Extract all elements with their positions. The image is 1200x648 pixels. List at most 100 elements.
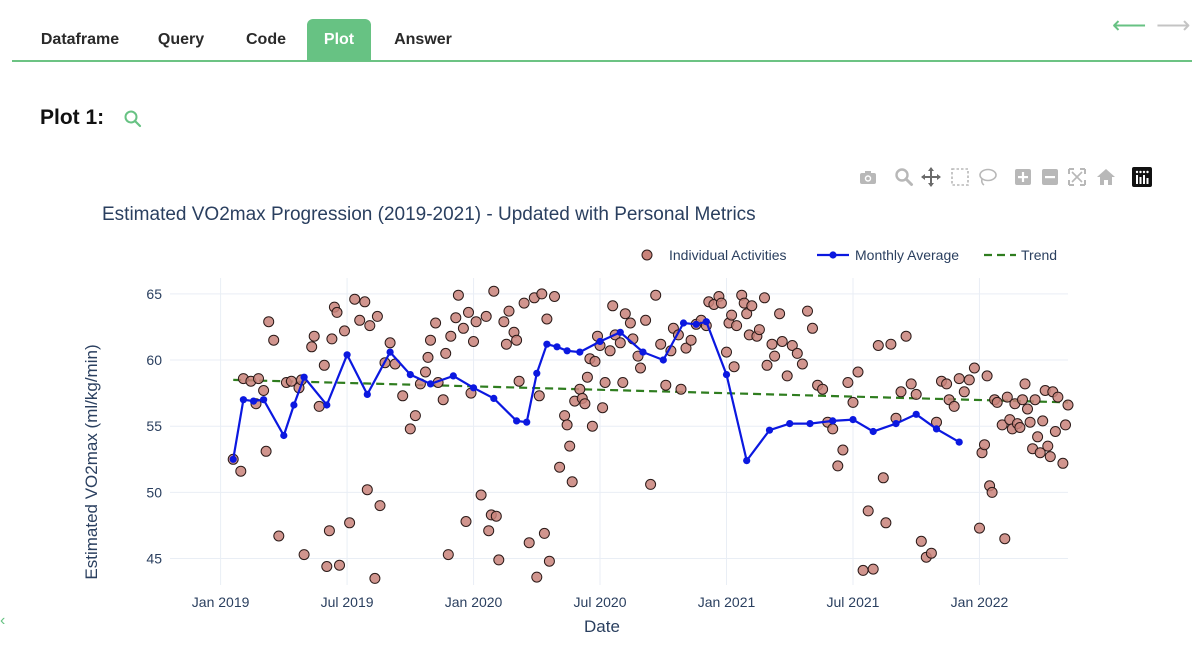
activity-point (574, 383, 586, 395)
activity-point (463, 306, 474, 318)
activity-point (915, 535, 927, 547)
activity-point (852, 366, 864, 378)
activity-point (457, 322, 469, 334)
activity-point (549, 291, 560, 302)
activity-point (442, 549, 454, 561)
tab-code[interactable]: Code (246, 31, 286, 48)
activity-point (500, 338, 512, 350)
forward-arrow-icon[interactable]: ⟶ (1156, 12, 1191, 39)
x-tick-label: Jan 2021 (698, 594, 756, 610)
activity-point (361, 484, 373, 496)
activity-point (862, 505, 874, 517)
activity-point (359, 296, 371, 308)
activity-point (817, 383, 829, 395)
activity-point (306, 341, 318, 353)
activity-point (564, 440, 576, 452)
activity-point (999, 533, 1011, 545)
search-icon[interactable] (122, 108, 144, 130)
activity-point (1062, 399, 1074, 411)
autoscale-icon[interactable] (1066, 166, 1088, 188)
x-tick-label: Jul 2019 (321, 594, 374, 610)
monthly-average-point (229, 455, 237, 463)
activity-point (877, 472, 889, 484)
activity-point (885, 338, 897, 350)
activity-point (298, 549, 310, 561)
camera-icon[interactable] (857, 166, 879, 188)
activity-point (761, 359, 773, 371)
monthly-average-point (892, 420, 900, 428)
plotly-logo-icon[interactable] (1131, 166, 1153, 188)
monthly-average-series[interactable] (229, 318, 963, 465)
activity-point (880, 517, 892, 529)
monthly-average-point (912, 410, 920, 418)
activity-point (726, 309, 738, 321)
activity-point (776, 336, 788, 347)
pan-icon[interactable] (920, 166, 942, 188)
monthly-average-point (426, 380, 435, 388)
activity-point (475, 489, 487, 501)
lasso-icon[interactable] (976, 166, 998, 188)
zoom-out-icon[interactable] (1039, 166, 1061, 188)
back-arrow-icon[interactable]: ⟵ (1112, 12, 1147, 39)
activity-point (235, 465, 247, 477)
activity-point (872, 340, 884, 351)
activity-point (731, 320, 743, 332)
activity-point (619, 308, 631, 320)
tab-query[interactable]: Query (157, 31, 205, 48)
activity-point (786, 340, 798, 351)
activity-point (498, 316, 510, 328)
activity-point (624, 317, 636, 329)
zoom-in-icon[interactable] (1012, 166, 1034, 188)
tab-plot[interactable]: Plot (307, 19, 371, 61)
zoom-icon[interactable] (893, 166, 915, 188)
activity-point (493, 554, 505, 566)
vo2max-chart: Estimated VO2max Progression (2019-2021)… (82, 204, 1074, 636)
activity-point (617, 377, 629, 388)
activity-point (847, 396, 859, 408)
reset-home-icon[interactable] (1095, 166, 1117, 188)
activity-point (753, 324, 765, 336)
x-tick-label: Jan 2019 (192, 594, 250, 610)
activity-point (354, 314, 366, 326)
monthly-average-point (679, 319, 688, 327)
activity-point (1001, 391, 1013, 403)
activity-point (559, 410, 571, 422)
box-select-icon[interactable] (949, 166, 971, 188)
activity-point (715, 297, 727, 309)
activity-point (1024, 416, 1036, 428)
activity-point (791, 347, 803, 359)
activity-point (253, 373, 264, 385)
activity-point (268, 334, 280, 346)
activity-point (837, 444, 849, 456)
activity-point (910, 388, 922, 400)
trend-line (233, 378, 1069, 404)
monthly-average-point (513, 417, 521, 425)
y-axis-label: Estimated VO2max (ml/kg/min) (82, 344, 101, 579)
activity-point (857, 564, 869, 576)
activity-point (1037, 415, 1049, 427)
monthly-average-point (743, 457, 751, 465)
activity-point (452, 289, 464, 301)
tab-answer[interactable]: Answer (394, 31, 452, 48)
legend-label-activities: Individual Activities (669, 247, 787, 263)
monthly-average-point (323, 401, 331, 409)
monthly-average-point (806, 420, 814, 428)
activity-point (384, 337, 396, 349)
activity-point (321, 561, 333, 572)
activity-point (369, 572, 381, 584)
activity-point (640, 314, 652, 326)
activity-point (895, 386, 907, 398)
monthly-average-point (490, 394, 498, 402)
activity-point (1049, 426, 1061, 437)
monthly-average-line (232, 320, 960, 464)
activity-point (533, 390, 545, 402)
activity-point (450, 312, 462, 324)
left-edge-marker: ‹ (0, 612, 6, 629)
activity-point (511, 334, 523, 346)
activity-point (430, 317, 442, 329)
chart-legend: Individual Activities Monthly Average Tren… (641, 247, 1057, 263)
activity-point (323, 525, 335, 537)
monthly-average-point (290, 401, 298, 409)
tab-dataframe[interactable]: Dataframe (40, 31, 120, 48)
activity-point (1042, 440, 1054, 452)
